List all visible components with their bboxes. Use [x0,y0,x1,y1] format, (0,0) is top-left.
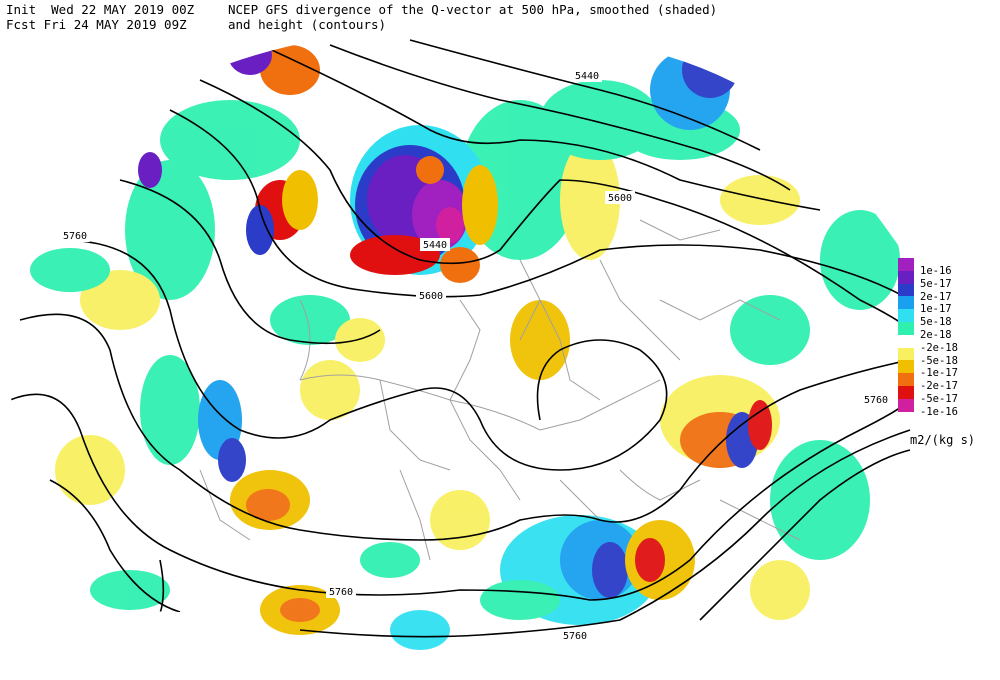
map-title: NCEP GFS divergence of the Q-vector at 5… [228,2,718,17]
forecast-time-label: Fcst Fri 24 MAY 2019 09Z [6,17,187,32]
legend-swatch [898,322,914,335]
init-time-label: Init Wed 22 MAY 2019 00Z [6,2,195,17]
contour-label: 5760 [329,587,353,598]
legend-swatch [898,360,914,374]
legend-label: -5e-17 [920,393,958,405]
contour-label: 5760 [63,231,87,242]
contour-label: 5440 [575,71,599,82]
legend-label: -1e-17 [920,367,958,380]
legend-swatch [898,373,914,386]
legend-swatch [898,386,914,399]
legend-swatch [898,296,914,310]
contour-label: 5760 [563,631,587,642]
legend-label: -2e-18 [920,341,958,354]
map-subtitle: and height (contours) [228,17,387,32]
legend-label: -5e-18 [920,354,958,367]
contour-label: 5440 [423,240,447,251]
legend-units: m2/(kg s) [910,433,976,447]
legend-swatch [898,258,914,271]
country-borders [199,219,801,561]
legend-label: 5e-18 [920,316,952,329]
legend-label: -1e-16 [920,405,958,418]
legend-swatch [898,334,914,348]
height-contours [9,39,911,638]
legend-label: 5e-17 [920,277,952,290]
legend-swatch [898,283,914,297]
legend-label: 1e-17 [920,303,952,316]
contour-label: 5600 [419,291,443,302]
legend-swatch [898,309,914,322]
contour-label-group: 5440 5600 5760 5440 5600 5760 5760 5760 [60,69,891,642]
legend-label: 2e-18 [920,329,952,341]
contour-label: 5600 [608,193,632,204]
contour-label: 5760 [864,395,888,406]
legend-swatch [898,347,914,361]
legend-swatch [898,270,914,284]
legend-swatch [898,398,914,412]
legend-label: 1e-16 [920,265,952,277]
legend-label: -2e-17 [920,380,958,393]
legend-label: 2e-17 [920,290,952,303]
